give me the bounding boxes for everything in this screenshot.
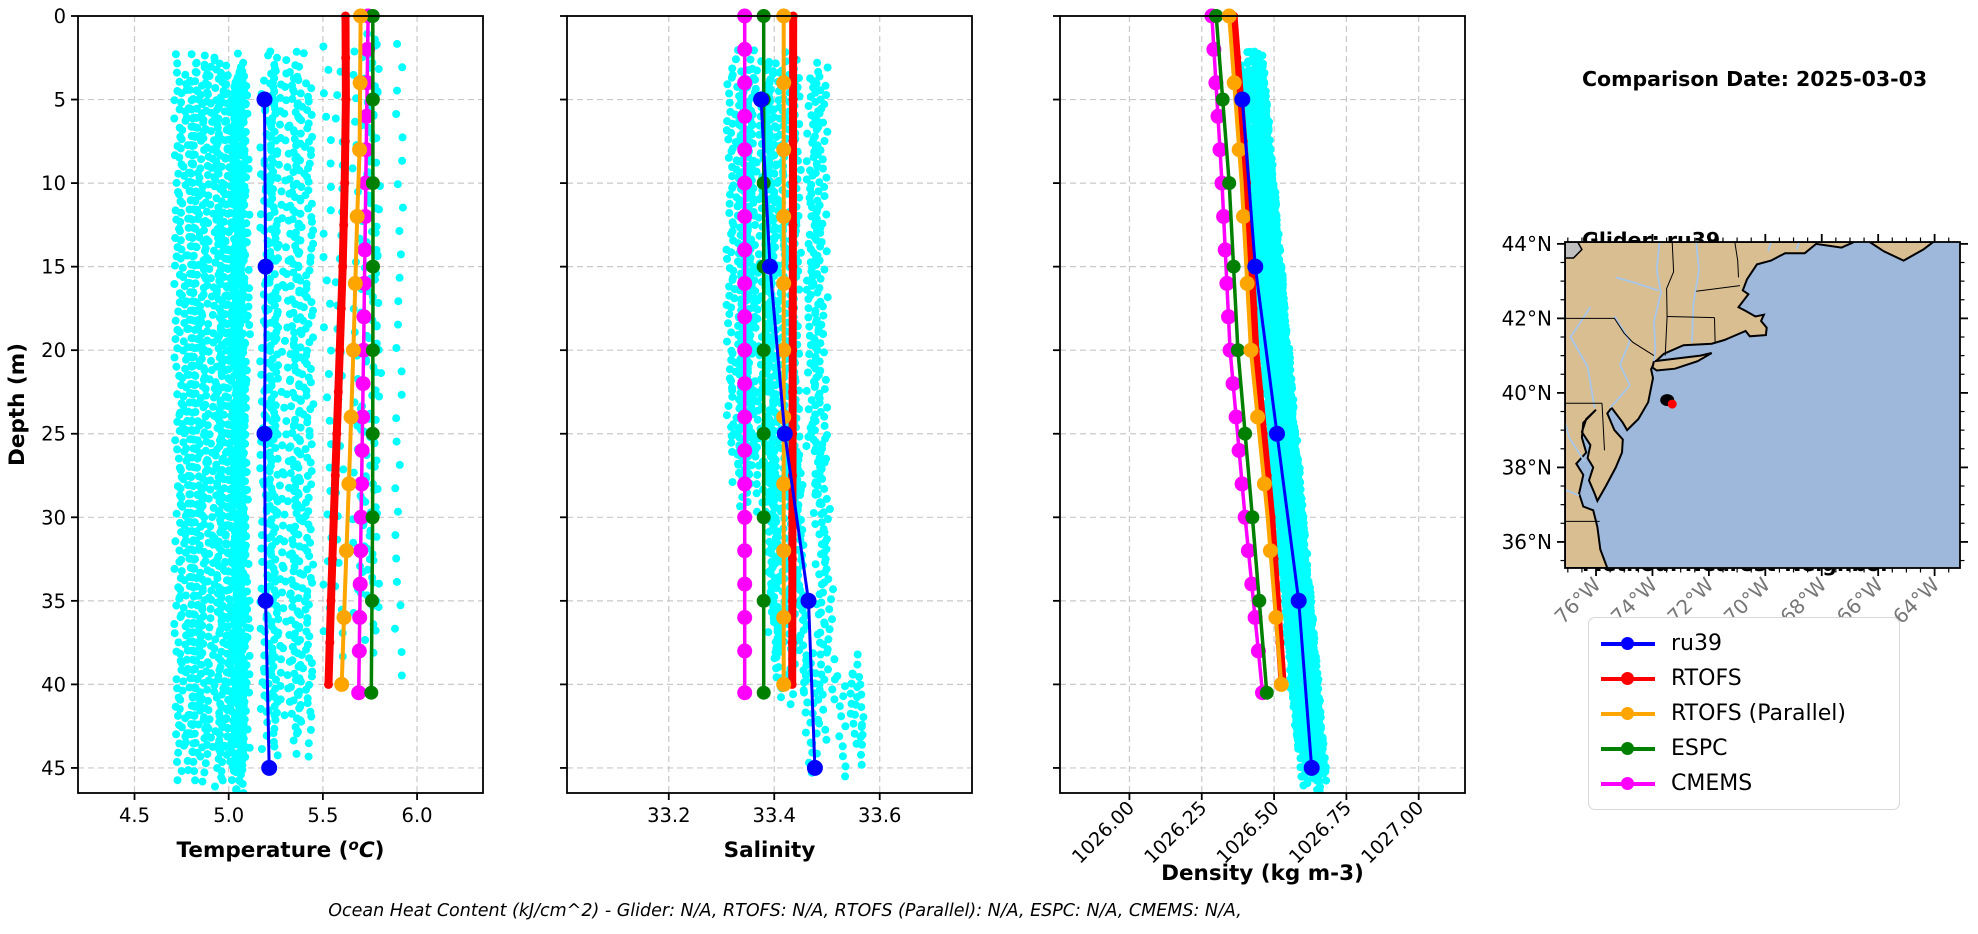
state-border <box>1734 242 1739 278</box>
depth-tick-label: 5 <box>54 89 66 112</box>
glider-scatter <box>1233 47 1331 793</box>
salinity-plot: 33.2 33.4 33.6 Salinity <box>560 8 973 863</box>
info-gap <box>1582 147 1927 173</box>
x-tick-label: 33.4 <box>753 804 796 827</box>
x-tick-label: 1026.00 <box>1068 797 1139 868</box>
profile-plots: 4.5 5.0 5.5 6.0 0 5 10 15 20 25 30 35 40 45 Temperatur… <box>5 5 1466 886</box>
lat-tick-label: 44°N <box>1502 232 1552 256</box>
map-ticks <box>1557 234 1968 576</box>
state-border <box>1714 317 1716 343</box>
temperature-plot: 4.5 5.0 5.5 6.0 0 5 10 15 20 25 30 35 40 45 Temperatur… <box>41 5 484 863</box>
glider-scatter <box>170 30 407 793</box>
legend-item-rtofs-parallel-: RTOFS (Parallel) <box>1601 696 1885 731</box>
depth-axis-label: Depth (m) <box>5 343 30 466</box>
legend-item-espc: ESPC <box>1601 731 1885 766</box>
legend-item-rtofs: RTOFS <box>1601 661 1885 696</box>
river <box>1565 422 1586 463</box>
legend: ru39 RTOFS RTOFS (Parallel) ESPC CMEMS <box>1588 617 1900 810</box>
state-border <box>1667 316 1715 319</box>
depth-tick-label: 25 <box>41 423 66 446</box>
river <box>1767 242 1772 252</box>
legend-item-ru39: ru39 <box>1601 626 1885 661</box>
x-tick-label: 5.5 <box>307 804 338 827</box>
legend-line-marker-icon <box>1601 741 1655 757</box>
series-ru39 <box>1234 91 1320 776</box>
axis-ticks: 4.5 5.0 5.5 6.0 0 5 10 15 20 25 30 35 40 45 <box>41 5 432 827</box>
lat-tick-label: 38°N <box>1502 455 1552 479</box>
state-border <box>1601 403 1605 451</box>
x-tick-label: 1026.50 <box>1212 797 1283 868</box>
lat-tick-label: 36°N <box>1502 530 1552 554</box>
legend-line-marker-icon <box>1601 776 1655 792</box>
depth-tick-label: 10 <box>41 172 66 195</box>
state-border <box>1664 316 1668 356</box>
series-rtofs-parallel- <box>1221 8 1289 692</box>
x-tick-label: 6.0 <box>402 804 433 827</box>
series-cmems <box>737 8 753 701</box>
x-tick-label: 1026.25 <box>1140 797 1211 868</box>
lat-tick-label: 40°N <box>1502 381 1552 405</box>
legend-line-marker-icon <box>1601 706 1655 722</box>
density-axis-label: Density (kg m-3) <box>1161 861 1364 886</box>
depth-tick-label: 40 <box>41 673 66 696</box>
river <box>1615 276 1659 292</box>
legend-label: RTOFS <box>1671 666 1742 691</box>
x-tick-label: 33.6 <box>858 804 901 827</box>
x-tick-label: 1026.75 <box>1285 797 1356 868</box>
depth-tick-label: 30 <box>41 506 66 529</box>
series-espc <box>364 9 380 700</box>
nova-scotia <box>1867 242 1935 262</box>
lat-tick-label: 42°N <box>1502 306 1552 330</box>
river <box>1565 488 1580 497</box>
series-ru39 <box>256 91 278 776</box>
ocean-heat-content-note: Ocean Heat Content (kJ/cm^2) - Glider: N… <box>328 901 1242 921</box>
map-plot <box>1564 241 1961 569</box>
depth-tick-label: 45 <box>41 757 66 780</box>
density-plot: 1026.00 1026.25 1026.50 1026.75 1027.00Densi… <box>1053 8 1466 886</box>
depth-tick-label: 20 <box>41 339 66 362</box>
series-rtofs <box>324 11 351 689</box>
x-tick-label: 33.2 <box>647 804 690 827</box>
legend-label: ESPC <box>1671 736 1728 761</box>
mainland-landmass <box>1565 242 1855 568</box>
river <box>1795 242 1801 250</box>
river <box>1652 242 1662 362</box>
x-tick-label: 4.5 <box>119 804 150 827</box>
lake-area <box>1565 242 1583 259</box>
state-border <box>1565 317 1655 357</box>
legend-label: ru39 <box>1671 631 1722 656</box>
glider-location-dot <box>1667 399 1677 409</box>
state-border <box>1666 242 1675 317</box>
legend-line-marker-icon <box>1601 671 1655 687</box>
legend-label: CMEMS <box>1671 771 1753 796</box>
depth-tick-label: 0 <box>54 5 66 28</box>
x-tick-label: 1027.00 <box>1357 797 1428 868</box>
axis-ticks: 33.2 33.4 33.6 <box>560 15 901 827</box>
river <box>1691 242 1700 343</box>
location-map: 44°N42°N40°N38°N36°N76°W 74°W 72°W 70°W 68°W… <box>1502 232 1968 629</box>
x-tick-label: 5.0 <box>213 804 244 827</box>
river <box>1569 306 1596 408</box>
long-island <box>1651 352 1713 372</box>
temperature-axis-label: Temperature (oC) <box>177 836 385 863</box>
comparison-date-text: Comparison Date: 2025-03-03 <box>1582 67 1928 91</box>
series-rtofs-parallel- <box>334 8 369 692</box>
series-ru39 <box>753 91 823 776</box>
legend-line-marker-icon <box>1601 636 1655 652</box>
depth-tick-label: 35 <box>41 590 66 613</box>
series-espc <box>1209 9 1274 700</box>
legend-item-cmems: CMEMS <box>1601 766 1885 801</box>
depth-tick-label: 15 <box>41 256 66 279</box>
legend-label: RTOFS (Parallel) <box>1671 701 1846 726</box>
state-border <box>1696 285 1740 292</box>
salinity-axis-label: Salinity <box>724 838 816 863</box>
